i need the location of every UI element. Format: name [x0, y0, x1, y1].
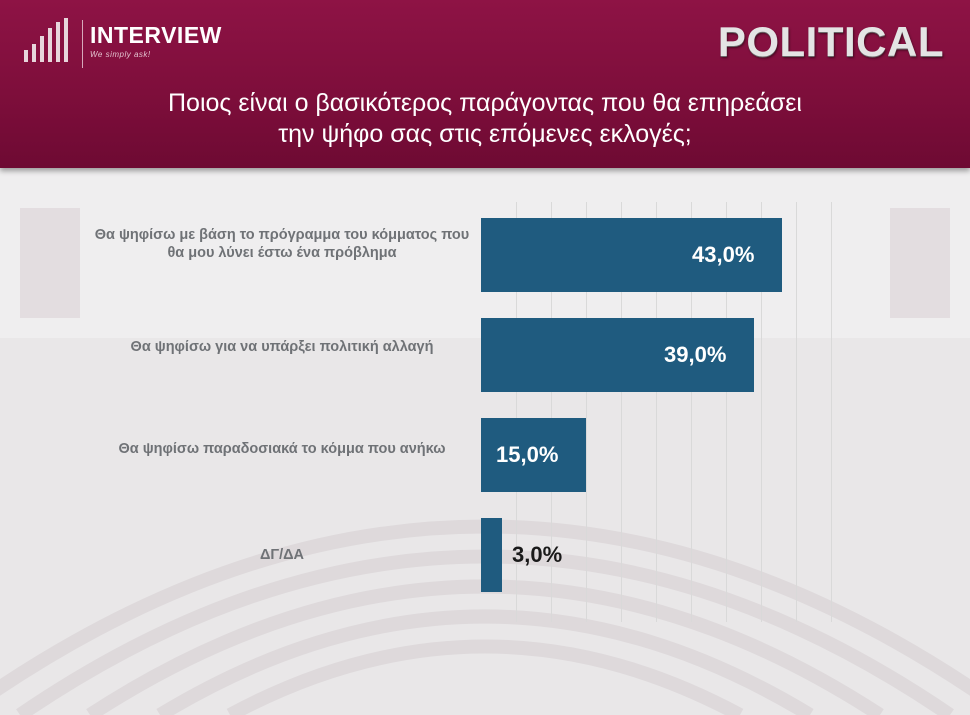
gridline [761, 202, 762, 622]
category-label: Θα ψηφίσω παραδοσιακά το κόμμα που ανήκω [118, 441, 446, 457]
interview-logo: INTERVIEW We simply ask! [22, 18, 242, 70]
chart-title: Ποιος είναι ο βασικότερος παράγοντας που… [60, 88, 910, 150]
bar [481, 518, 502, 592]
header-banner: INTERVIEW We simply ask! POLITICAL Ποιος… [0, 0, 970, 168]
logo-tagline: We simply ask! [90, 50, 151, 59]
gridline [726, 202, 727, 622]
gridline [656, 202, 657, 622]
gridline [831, 202, 832, 622]
gridline [586, 202, 587, 622]
bar-chart: Θα ψηφίσω με βάση το πρόγραμμα του κόμμα… [0, 168, 970, 715]
data-label: 43,0% [692, 242, 755, 267]
gridline [691, 202, 692, 622]
logo-wordmark: INTERVIEW [90, 22, 222, 48]
category-label: Θα ψηφίσω για να υπάρξει πολιτική αλλαγή [130, 339, 434, 355]
data-label: 39,0% [664, 342, 727, 367]
bar [481, 418, 586, 492]
brand-political: POLITICAL [717, 18, 944, 65]
title-line-2: την ψήφο σας στις επόμενες εκλογές; [278, 120, 692, 148]
bar [481, 318, 754, 392]
bar [481, 218, 782, 292]
gridline [551, 202, 552, 622]
gridline [516, 202, 517, 622]
title-line-1: Ποιος είναι ο βασικότερος παράγοντας που… [168, 89, 802, 117]
data-label: 3,0% [512, 542, 563, 567]
gridline [796, 202, 797, 622]
gridline [621, 202, 622, 622]
category-label: Θα ψηφίσω με βάση το πρόγραμμα του κόμμα… [94, 227, 470, 261]
logo-bars-icon [22, 18, 82, 70]
data-label: 15,0% [496, 442, 559, 467]
logo-divider [82, 20, 83, 68]
category-label: ΔΓ/ΔΑ [259, 547, 305, 563]
